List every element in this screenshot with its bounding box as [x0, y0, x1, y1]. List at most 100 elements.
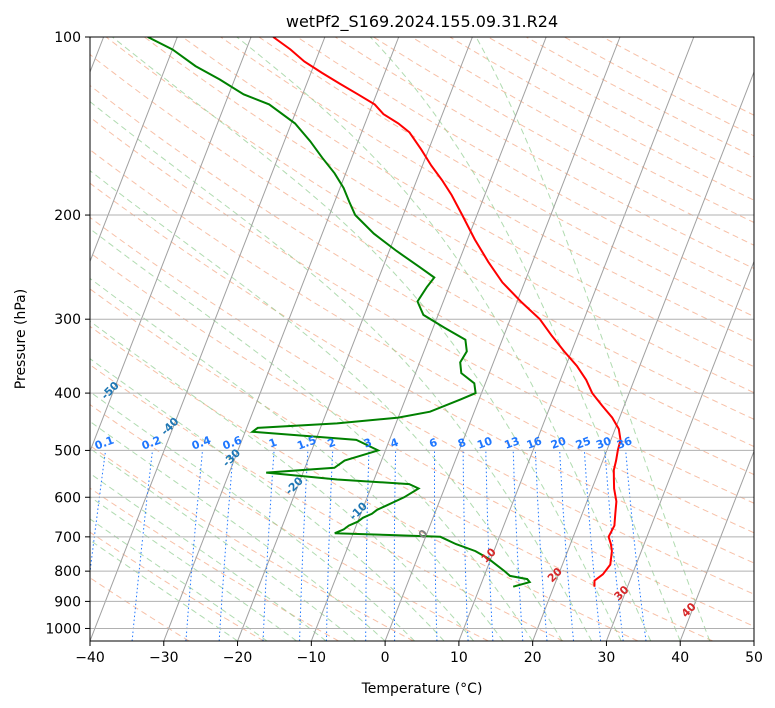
moist-adiabat-line: [90, 447, 356, 641]
isotherm-line: [310, 37, 547, 641]
mixing-ratio-label: 13: [503, 434, 522, 451]
mixing-ratio-label: 0.6: [221, 434, 244, 453]
isotherm-label: -20: [283, 474, 306, 497]
x-tick-label: 40: [671, 650, 689, 666]
x-axis-label: Temperature (°C): [361, 681, 483, 697]
moist-adiabat-line: [90, 420, 386, 641]
mixing-ratio-line: [131, 450, 153, 641]
x-tick-label: −40: [75, 650, 105, 666]
x-tick-label: 10: [450, 650, 468, 666]
isotherm-line: [605, 260, 754, 641]
mixing-ratio-label: 20: [549, 434, 568, 452]
dry-adiabat-line: [373, 37, 754, 246]
mixing-ratio-label: 10: [475, 434, 494, 452]
mixing-ratio-line: [365, 450, 370, 641]
y-tick-label: 800: [54, 564, 81, 580]
x-axis: −40 −30 −20 −10 0 10 20 30 40 50: [75, 641, 763, 666]
mixing-ratio-label: 2: [326, 436, 338, 451]
plot-frame: [89, 36, 755, 642]
y-tick-label: 700: [54, 530, 81, 546]
mixing-ratio-line: [604, 450, 624, 641]
dry-adiabat-line: [90, 84, 754, 476]
isotherm-label: -70: [0, 287, 10, 310]
dry-adiabat-line: [90, 531, 265, 641]
moist-adiabat-line: [90, 228, 534, 641]
moist-adiabat-line: [90, 320, 474, 641]
profiles: [147, 37, 622, 588]
moist-adiabat-line: [475, 37, 711, 641]
moist-adiabat-line: [90, 496, 297, 641]
dry-adiabat-line: [90, 325, 639, 641]
dry-adiabat-line: [90, 116, 754, 504]
temperature-profile: [272, 37, 622, 587]
mixing-ratio-label: 0.2: [140, 434, 163, 453]
y-tick-label: 100: [54, 30, 81, 46]
dry-adiabat-line: [258, 37, 754, 318]
mixing-ratio-line: [625, 450, 647, 641]
isotherm-label: 30: [612, 583, 632, 603]
x-tick-label: −10: [297, 650, 327, 666]
mixing-ratio-line: [534, 450, 548, 641]
y-tick-label: 1000: [45, 621, 81, 637]
mixing-ratio-label: 36: [615, 434, 634, 452]
isotherm-line: [753, 639, 754, 641]
moist-adiabat-line: [90, 101, 593, 641]
dry-adiabat-line: [144, 37, 754, 394]
mixing-ratio-label: 1.5: [295, 434, 318, 453]
isotherm-label: -60: [41, 337, 64, 360]
moist-adiabat-line: [90, 391, 415, 641]
dry-adiabat-line: [90, 252, 754, 627]
mixing-ratio-line: [90, 450, 107, 576]
mixing-ratio-line: [262, 450, 275, 641]
moist-adiabat-line: [236, 37, 652, 641]
moist-adiabat-line: [90, 539, 238, 641]
dry-adiabat-line: [90, 364, 564, 641]
dry-adiabat-line: [90, 216, 754, 595]
isotherm-line: [532, 70, 754, 641]
y-tick-label: 600: [54, 490, 81, 506]
mixing-ratio-label: 6: [427, 436, 439, 451]
dry-adiabat-line: [564, 37, 754, 137]
x-tick-label: −30: [149, 650, 179, 666]
mixing-ratio-label: 3: [362, 436, 374, 451]
mixing-ratio-line: [559, 450, 574, 641]
moist-adiabat-line: [112, 37, 622, 641]
mixing-ratio-label: 4: [389, 436, 401, 451]
dry-adiabat-line: [90, 404, 489, 641]
mixing-ratio-label: 0.1: [93, 434, 116, 453]
mixing-ratio-label: 30: [594, 434, 613, 452]
isotherm-line: [384, 37, 621, 641]
isotherm-line: [163, 37, 400, 641]
dry-adiabat-line: [105, 37, 754, 420]
y-axis-label: Pressure (hPa): [13, 289, 29, 389]
mixing-ratio-label: 16: [525, 434, 544, 452]
mixing-ratio-label: 8: [456, 436, 468, 451]
moist-adiabat-line: [90, 277, 504, 641]
x-tick-label: 50: [745, 650, 763, 666]
dry-adiabat-line: [296, 37, 754, 293]
chart-title: wetPf2_S169.2024.155.09.31.R24: [286, 12, 558, 32]
line-labels: 0.10.20.40.611.52346810131620253036-100-…: [0, 287, 699, 620]
isotherm-line: [90, 37, 178, 263]
moist-adiabat-line: [90, 358, 445, 641]
x-tick-label: 0: [381, 650, 390, 666]
mixing-ratio-line: [583, 450, 602, 641]
dry-adiabat-line: [90, 487, 339, 641]
isotherm-line: [90, 37, 252, 453]
mixing-ratio-line: [393, 450, 397, 641]
isotherm-line: [90, 37, 326, 641]
y-tick-label: 900: [54, 594, 81, 610]
mixing-ratio-line: [462, 450, 469, 641]
moist-adiabat-line: [90, 518, 268, 641]
mixing-ratio-label: 0.4: [190, 434, 213, 453]
y-tick-label: 200: [54, 208, 81, 224]
isotherm-label: -40: [158, 415, 181, 438]
dewpoint-profile: [147, 37, 532, 588]
y-axis: 100 200 300 400 500 600 700 800 900 1000: [45, 30, 90, 637]
x-tick-label: 20: [524, 650, 542, 666]
dry-adiabat-line: [90, 182, 754, 564]
isotherm-label: -50: [99, 379, 122, 402]
x-tick-label: 30: [598, 650, 616, 666]
background-lines: [90, 37, 754, 641]
isotherm-line: [679, 449, 754, 641]
